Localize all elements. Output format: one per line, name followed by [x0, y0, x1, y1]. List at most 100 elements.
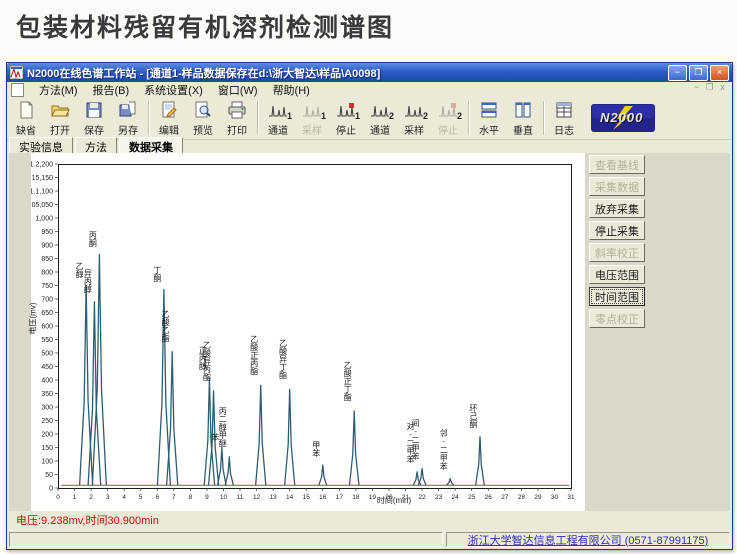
svg-text:350: 350	[41, 391, 53, 398]
toolbar-default-button[interactable]: 缺省	[9, 98, 43, 138]
tab-experiment-info[interactable]: 实验信息	[9, 137, 73, 154]
window-title: N2000在线色谱工作站 - [通道1-样品数据保存在d:\浙大智达\样品\A0…	[27, 67, 381, 80]
time-range-button[interactable]: 时间范围	[589, 287, 645, 306]
sample2-chromatogram-icon: 2	[404, 100, 428, 121]
menu-item-system-settings[interactable]: 系统设置(X)	[144, 84, 203, 97]
svg-text:3: 3	[106, 494, 110, 501]
voltage-range-button[interactable]: 电压范围	[589, 265, 645, 284]
svg-text:700: 700	[41, 296, 53, 303]
svg-text:1.05,050: 1.05,050	[31, 202, 53, 209]
svg-text:150: 150	[41, 445, 53, 452]
close-button[interactable]: ×	[710, 64, 729, 81]
discard-acquisition-button[interactable]: 放弃采集	[589, 199, 645, 218]
chromatogram-plot[interactable]: 0501001502002503003504004505005506006507…	[31, 153, 585, 511]
toolbar-sample2-button[interactable]: 2 采样	[397, 98, 431, 138]
svg-text:22: 22	[418, 494, 426, 501]
minimize-button[interactable]: −	[668, 64, 687, 81]
menu-item-method[interactable]: 方法(M)	[39, 84, 78, 97]
svg-text:1.15,150: 1.15,150	[31, 175, 53, 182]
page-title: 包装材料残留有机溶剂检测谱图	[16, 14, 395, 42]
svg-text:26: 26	[485, 494, 493, 501]
mdi-minimize-icon[interactable]: −	[693, 82, 700, 92]
svg-text:50: 50	[45, 472, 53, 479]
svg-text:25: 25	[468, 494, 476, 501]
svg-text:24: 24	[452, 494, 460, 501]
svg-text:16: 16	[319, 494, 327, 501]
horizontal-tile-icon	[479, 100, 499, 119]
channel1-chromatogram-icon: 1	[268, 100, 292, 121]
toolbar-log-button[interactable]: 日志	[547, 98, 581, 138]
app-window: N2000在线色谱工作站 - [通道1-样品数据保存在d:\浙大智达\样品\A0…	[6, 62, 733, 550]
menu-item-window[interactable]: 窗口(W)	[217, 84, 258, 97]
slope-calibration-button[interactable]: 斜率校正	[589, 243, 645, 262]
mdi-close-icon[interactable]: x	[720, 82, 725, 92]
svg-text:31: 31	[567, 494, 575, 501]
acquire-data-button[interactable]: 采集数据	[589, 177, 645, 196]
toolbar-separator	[468, 101, 469, 135]
svg-text:9: 9	[205, 494, 209, 501]
svg-text:250: 250	[41, 418, 53, 425]
toolbar-separator	[543, 101, 544, 135]
svg-text:27: 27	[501, 494, 509, 501]
svg-text:4: 4	[122, 494, 126, 501]
voltage-time-readout: 电压:9.238mv,时间30.900min	[16, 515, 159, 527]
blank-page-icon	[16, 100, 36, 119]
toolbar-save-button[interactable]: 保存	[77, 98, 111, 138]
toolbar-channel2-button[interactable]: 2 通道	[363, 98, 397, 138]
svg-text:11: 11	[237, 494, 244, 501]
svg-text:17: 17	[336, 494, 344, 501]
stop1-chromatogram-icon: 1	[336, 100, 360, 121]
toolbar-vertical-button[interactable]: 垂直	[506, 98, 540, 138]
menu-item-report[interactable]: 报告(B)	[92, 84, 130, 97]
toolbar-channel1-button[interactable]: 1 通道	[261, 98, 295, 138]
svg-text:15: 15	[303, 494, 311, 501]
open-folder-icon	[50, 100, 70, 119]
toolbar-print-button[interactable]: 打印	[220, 98, 254, 138]
tab-method[interactable]: 方法	[75, 137, 117, 154]
menu-item-help[interactable]: 帮助(H)	[272, 84, 310, 97]
acquisition-button-column: 查看基线 采集数据 放弃采集 停止采集 斜率校正 电压范围 时间范围 零点校正	[589, 155, 645, 328]
svg-text:28: 28	[518, 494, 526, 501]
svg-text:200: 200	[41, 431, 53, 438]
svg-text:12: 12	[253, 494, 261, 501]
statusbar-left-panel	[9, 532, 443, 547]
stop2-chromatogram-icon: 2	[438, 100, 462, 121]
toolbar-preview-button[interactable]: 预览	[186, 98, 220, 138]
svg-text:5: 5	[139, 494, 143, 501]
toolbar-separator	[148, 101, 149, 135]
channel2-chromatogram-icon: 2	[370, 100, 394, 121]
menubar: 方法(M) 报告(B) 系统设置(X) 窗口(W) 帮助(H) − ❐ x	[7, 82, 732, 98]
svg-text:14: 14	[286, 494, 294, 501]
svg-text:1: 1	[73, 494, 77, 501]
svg-text:1.2,200: 1.2,200	[31, 161, 53, 168]
toolbar-stop2-button[interactable]: 2 停止	[431, 98, 465, 138]
toolbar-sample1-button[interactable]: 1 采样	[295, 98, 329, 138]
main-area: 0 50 100 150 200 250 300 350 400 450 500 550 600 650 7…	[9, 153, 730, 511]
stop-acquisition-button[interactable]: 停止采集	[589, 221, 645, 240]
svg-text:29: 29	[534, 494, 542, 501]
svg-text:800: 800	[41, 269, 53, 276]
tab-data-acquisition[interactable]: 数据采集	[119, 137, 183, 154]
mdi-restore-icon[interactable]: ❐	[705, 82, 714, 92]
svg-text:6: 6	[155, 494, 159, 501]
toolbar-stop1-button[interactable]: 1 停止	[329, 98, 363, 138]
toolbar-edit-button[interactable]: 编辑	[152, 98, 186, 138]
svg-text:750: 750	[41, 283, 53, 290]
toolbar-saveas-button[interactable]: 另存	[111, 98, 145, 138]
titlebar: N2000在线色谱工作站 - [通道1-样品数据保存在d:\浙大智达\样品\A0…	[7, 63, 732, 82]
svg-text:10: 10	[220, 494, 228, 501]
restore-button[interactable]: ❐	[689, 64, 708, 81]
n2000-logo: N2000	[591, 104, 655, 132]
svg-text:1,000: 1,000	[35, 215, 53, 222]
svg-text:650: 650	[41, 310, 53, 317]
view-baseline-button[interactable]: 查看基线	[589, 155, 645, 174]
vertical-tile-icon	[513, 100, 533, 119]
company-link[interactable]: 浙江大学智达信息工程有限公司 (0571-87991175)	[467, 534, 709, 547]
toolbar-open-button[interactable]: 打开	[43, 98, 77, 138]
toolbar: 缺省 打开 保存 另存	[7, 97, 732, 140]
svg-text:7: 7	[172, 494, 176, 501]
view-tabs: 实验信息 方法 数据采集	[9, 137, 183, 154]
zero-calibration-button[interactable]: 零点校正	[589, 309, 645, 328]
edit-icon	[159, 100, 179, 119]
toolbar-horizontal-button[interactable]: 水平	[472, 98, 506, 138]
